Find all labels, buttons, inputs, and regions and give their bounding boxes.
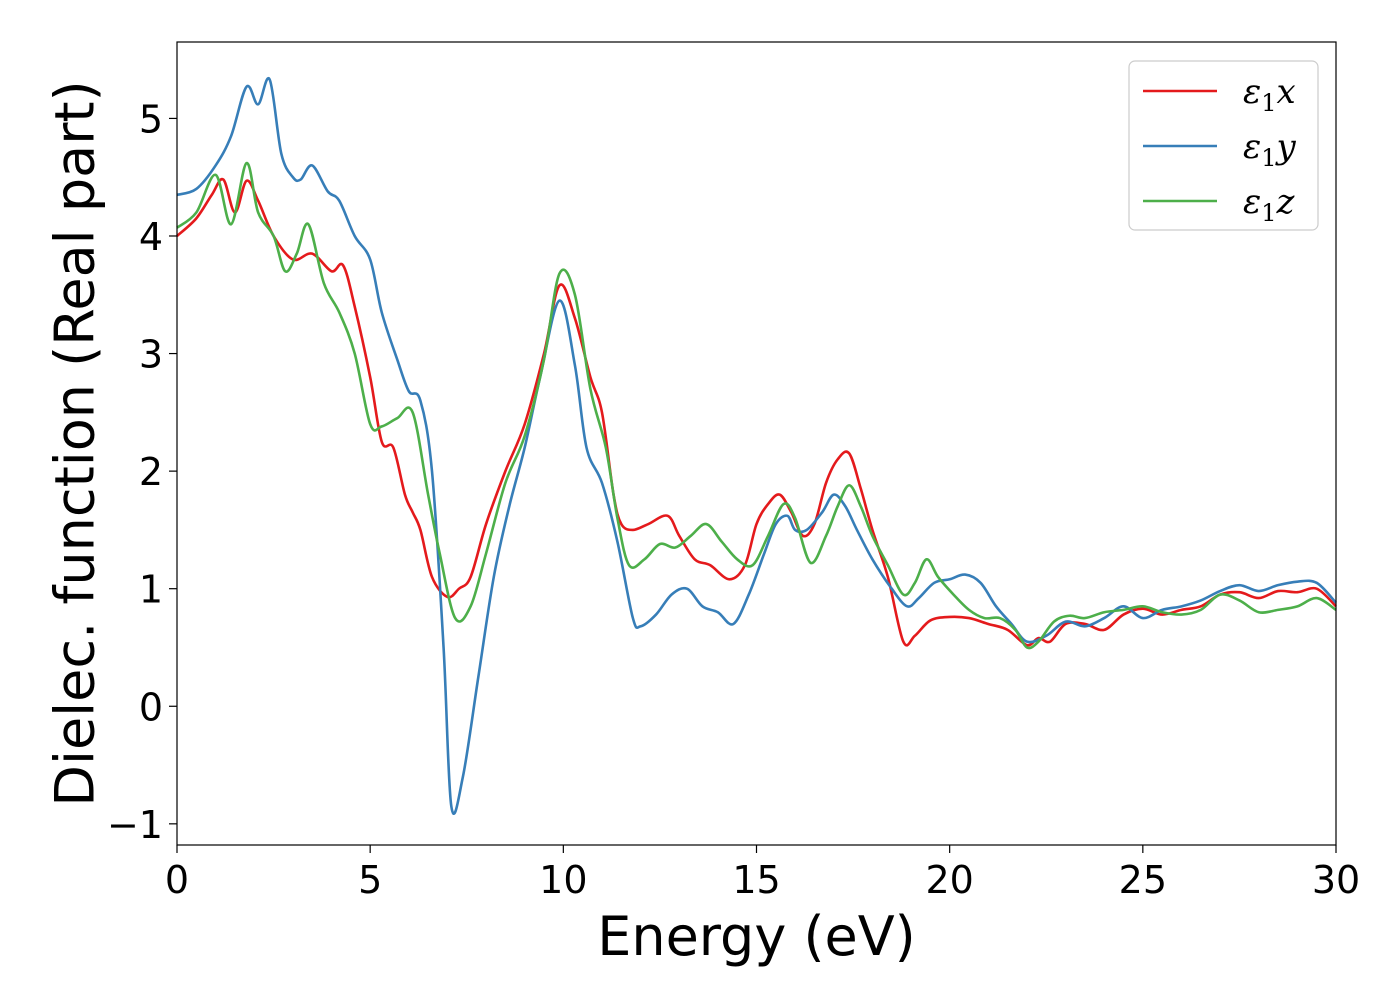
y-tick-label: 3 (139, 333, 163, 377)
series-line-z (176, 161, 1337, 650)
series-line-y (176, 76, 1337, 815)
legend-label: ε1x (1243, 72, 1296, 117)
y-axis-label: Dielec. function (Real part) (44, 80, 107, 806)
x-tick-label: 10 (539, 858, 587, 902)
legend-item-x: ε1x (1143, 72, 1296, 117)
series-line-x (176, 177, 1337, 647)
x-tick-label: 20 (925, 858, 973, 902)
y-tick-label: 0 (139, 685, 163, 729)
y-tick-label: 5 (139, 97, 163, 141)
x-axis-ticks: 0 5 10 15 20 25 30 (165, 845, 1360, 902)
y-axis-ticks: −1 0 1 2 3 4 5 (107, 97, 177, 847)
x-tick-label: 25 (1119, 858, 1167, 902)
legend-label: ε1y (1243, 127, 1297, 172)
legend-item-y: ε1y (1143, 127, 1297, 172)
x-axis-label: Energy (eV) (597, 905, 916, 968)
x-tick-label: 5 (358, 858, 382, 902)
y-tick-label: −1 (107, 803, 163, 847)
series-layer (176, 76, 1337, 815)
x-tick-label: 30 (1312, 858, 1360, 902)
legend-label: ε1z (1243, 182, 1296, 227)
y-tick-label: 1 (139, 568, 163, 612)
legend-box (1128, 60, 1319, 231)
x-tick-label: 15 (732, 858, 780, 902)
legend-item-z: ε1z (1143, 182, 1296, 227)
x-tick-label: 0 (165, 858, 189, 902)
y-tick-label: 4 (139, 215, 163, 259)
y-tick-label: 2 (139, 450, 163, 494)
legend: ε1x ε1y ε1z (1128, 60, 1319, 231)
